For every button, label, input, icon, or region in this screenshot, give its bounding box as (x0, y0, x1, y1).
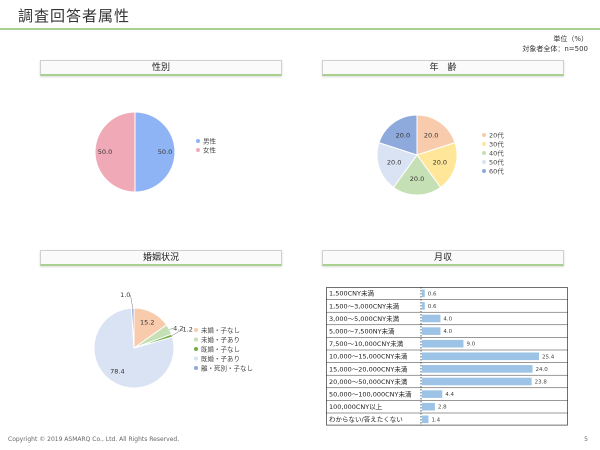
category-label: 15,000～20,000CNY未満 (329, 364, 408, 373)
bar-value-label: 0.6 (428, 291, 437, 297)
category-label: 20,000～50,000CNY未満 (329, 377, 408, 386)
legend-swatch (482, 169, 486, 173)
legend-swatch (194, 337, 198, 342)
legend-label: 未婚・子あり (201, 335, 240, 344)
unit-label: 単位（%） (553, 35, 588, 43)
legend-label: 50代 (489, 157, 504, 166)
legend-label: 未婚・子なし (201, 325, 240, 334)
pie-slice (376, 142, 418, 189)
leader-line (130, 294, 133, 309)
bar (422, 415, 429, 424)
legend-swatch (194, 366, 198, 370)
bar (422, 327, 441, 335)
pie-slice (93, 307, 175, 389)
legend-label: 既婚・子あり (201, 354, 240, 363)
legend-swatch (194, 347, 198, 351)
slice-value-label: 1.2 (183, 326, 193, 334)
slice-value-label: 20.0 (387, 158, 401, 166)
legend-label: 20代 (489, 130, 504, 139)
category-label: 10,000～15,000CNY未満 (329, 352, 408, 361)
legend-label: 60代 (489, 166, 504, 175)
slice-value-label: 1.0 (120, 291, 130, 299)
category-label: 1,500CNY未満 (329, 289, 374, 298)
bar-value-label: 9.0 (466, 342, 475, 348)
bar-value-label: 24.0 (536, 367, 549, 373)
legend-swatch (482, 133, 486, 137)
legend-swatch (194, 328, 198, 332)
legend-swatch (482, 151, 486, 155)
bar (422, 390, 443, 398)
leader-line (171, 329, 183, 336)
slice-value-label: 15.2 (140, 318, 154, 326)
bar-value-label: 1.4 (431, 417, 440, 423)
legend-label: 30代 (489, 139, 504, 148)
slice-value-label: 78.4 (110, 368, 124, 376)
bar-value-label: 4.4 (445, 392, 454, 398)
title-rule (0, 28, 600, 30)
leader-line (169, 328, 174, 330)
category-label: 100,000CNY以上 (329, 402, 383, 411)
bar (422, 289, 425, 298)
category-label: 3,000～5,000CNY未満 (329, 314, 400, 323)
bar (422, 352, 539, 361)
legend-label: 既婚・子なし (201, 344, 240, 353)
pie-slice (134, 111, 176, 193)
category-label: 1,500～3,000CNY未満 (329, 301, 400, 310)
pie-slice (94, 111, 136, 193)
sample-size-label: 対象者全体：n=500 (522, 45, 588, 53)
bar (422, 302, 425, 310)
slice-value-label: 50.0 (98, 148, 112, 156)
pie-slice (378, 114, 418, 156)
pie-slice (416, 142, 458, 189)
page-number: 5 (584, 436, 588, 443)
pie-slice (392, 154, 442, 196)
category-label: 50,000～100,000CNY未満 (329, 390, 412, 399)
legend-label: 男性 (203, 136, 217, 145)
legend-swatch (194, 356, 198, 361)
bar-value-label: 0.6 (428, 304, 437, 310)
copyright-footer: Copyright © 2019 ASMARQ Co., Ltd. All Ri… (8, 436, 180, 443)
pie-slice (416, 114, 456, 156)
slice-value-label: 20.0 (410, 175, 424, 183)
category-label: 7,500～10,000CNY未満 (329, 339, 404, 348)
bar (422, 377, 532, 386)
bar (422, 402, 435, 411)
slice-value-label: 20.0 (396, 132, 410, 140)
legend-swatch (482, 142, 486, 146)
slice-value-label: 20.0 (424, 132, 438, 140)
bar-value-label: 2.8 (438, 405, 447, 411)
slice-value-label: 50.0 (158, 148, 172, 156)
category-label: 5,000～7,500NY未満 (329, 327, 395, 336)
legend-label: 40代 (489, 148, 504, 157)
legend-swatch (196, 139, 200, 143)
gender-section-header: 性別 (40, 60, 282, 76)
bar-value-label: 4.0 (443, 317, 452, 323)
marital-section-header: 婚姻状況 (40, 250, 282, 266)
bar (422, 365, 533, 373)
slice-value-label: 4.2 (173, 324, 183, 332)
bar (422, 314, 441, 323)
page-title: 調査回答者属性 (18, 7, 131, 25)
income-bar-chart: 1,500CNY未満 0.6 1,500～3,000CNY未満 0.6 3,000～5,… (326, 287, 568, 426)
marital-pie-chart: 15.2 4.2 1.2 78.4 1.0 未婚・子なし未婚・子あり既婚・子なし既婚・子あ… (93, 291, 253, 389)
bar-value-label: 23.8 (535, 380, 548, 386)
legend-label: 女性 (203, 145, 217, 154)
age-section-header: 年 齢 (322, 60, 564, 76)
income-section-header: 月収 (322, 250, 564, 266)
bar-value-label: 25.4 (542, 354, 555, 360)
category-label: わからない/答えたくない (329, 415, 403, 424)
legend-swatch (196, 148, 200, 152)
unit-note: 単位（%） 対象者全体：n=500 (522, 34, 588, 54)
legend-swatch (482, 160, 486, 164)
legend-label: 離・死別・子なし (201, 363, 253, 372)
bar-value-label: 4.0 (443, 329, 452, 335)
slice-value-label: 20.0 (433, 158, 447, 166)
bar (422, 339, 464, 348)
